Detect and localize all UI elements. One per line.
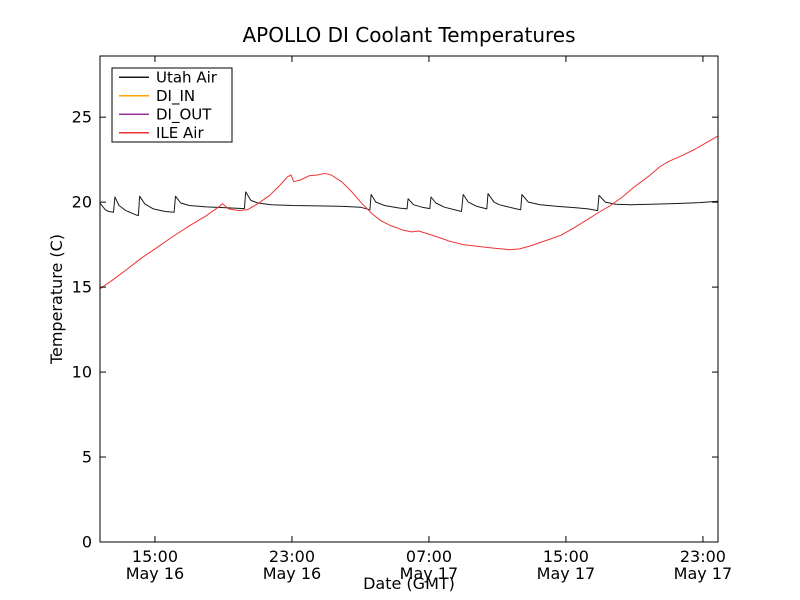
legend-label-di-in: DI_IN xyxy=(156,87,195,106)
y-tick-label: 0 xyxy=(82,533,92,552)
series-line-utah-air xyxy=(99,191,719,217)
chart-title: APOLLO DI Coolant Temperatures xyxy=(242,23,575,47)
y-tick-label: 5 xyxy=(82,448,92,467)
legend-label-utah-air: Utah Air xyxy=(156,68,218,86)
legend-label-ile-air: ILE Air xyxy=(156,124,204,142)
series-line-ile-air xyxy=(99,135,719,290)
x-tick-date: May 17 xyxy=(674,564,733,583)
y-tick-label: 25 xyxy=(72,108,92,127)
y-tick-label: 15 xyxy=(72,278,92,297)
x-tick-date: May 16 xyxy=(126,564,185,583)
x-tick-time: 15:00 xyxy=(132,547,178,566)
y-tick-label: 10 xyxy=(72,363,92,382)
y-tick-label: 20 xyxy=(72,193,92,212)
x-tick-time: 23:00 xyxy=(680,547,726,566)
axes-frame xyxy=(99,55,719,543)
x-tick-date: May 16 xyxy=(263,564,322,583)
x-tick-date: May 17 xyxy=(400,564,459,583)
x-tick-time: 07:00 xyxy=(406,547,452,566)
x-tick-date: May 17 xyxy=(537,564,596,583)
legend-label-di-out: DI_OUT xyxy=(156,105,212,124)
legend-box xyxy=(111,67,233,143)
y-axis-label: Temperature (C) xyxy=(47,234,66,365)
x-axis-label: Date (GMT) xyxy=(363,574,455,593)
x-tick-time: 23:00 xyxy=(269,547,315,566)
x-tick-time: 15:00 xyxy=(543,547,589,566)
